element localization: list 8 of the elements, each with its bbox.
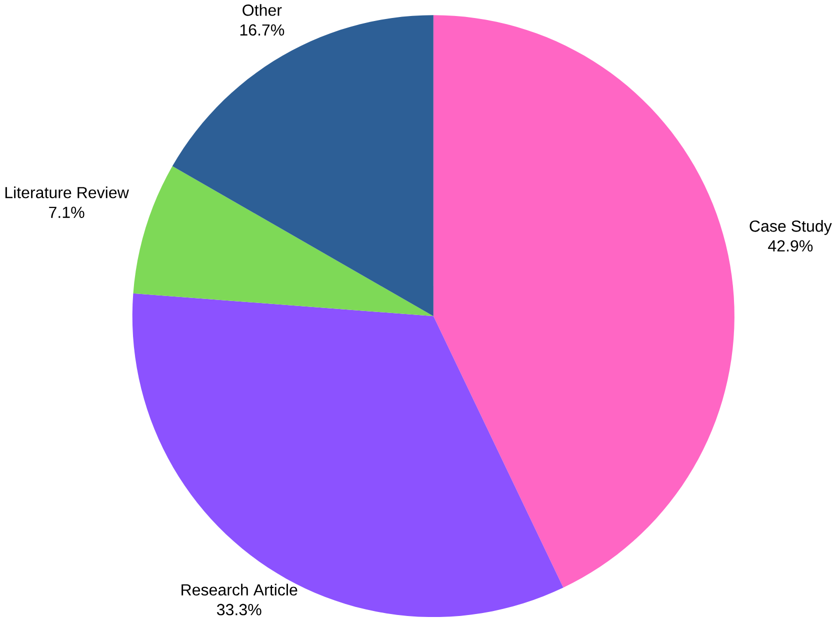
slice-label: Case Study	[750, 220, 832, 235]
data-label: 42.9%	[768, 240, 813, 252]
slice-label: Other	[242, 4, 282, 16]
slice-label: Literature Review	[5, 186, 129, 198]
data-label: 7.1%	[49, 206, 84, 218]
data-label: 16.7%	[240, 24, 284, 36]
data-label: 33.3%	[216, 604, 262, 616]
slice-label: Research Article	[182, 584, 298, 596]
